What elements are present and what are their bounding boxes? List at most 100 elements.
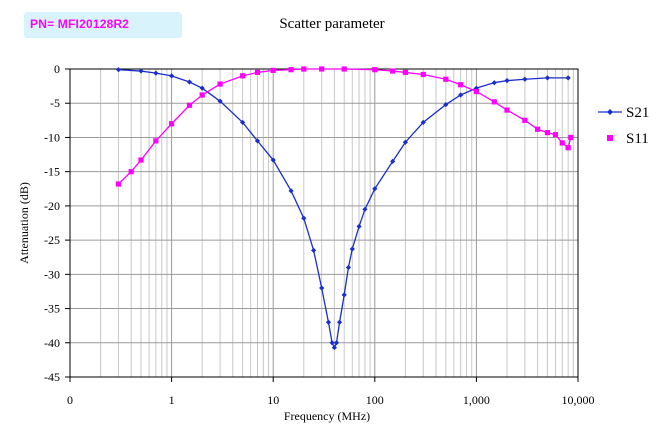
data-point-s21 (254, 138, 261, 144)
data-point-s21 (565, 75, 571, 81)
data-point-s11 (390, 68, 396, 74)
data-point-s21 (138, 68, 144, 74)
data-point-s21 (301, 215, 307, 221)
data-point-s21 (345, 264, 352, 271)
x-tick-label: 1 (169, 393, 175, 407)
data-point-s21 (372, 186, 378, 192)
series-layer (115, 66, 574, 351)
data-point-s11 (522, 117, 528, 123)
data-point-s21 (504, 78, 510, 84)
data-point-s11 (217, 81, 223, 87)
data-point-s21 (544, 75, 551, 81)
data-point-s11 (199, 92, 205, 98)
data-point-s21 (349, 246, 355, 252)
part-number-label: PN= MFI20128R2 (30, 17, 130, 31)
data-point-s21 (169, 73, 175, 79)
legend-marker (607, 109, 613, 115)
part-number-box (24, 12, 182, 38)
data-point-s11 (288, 67, 294, 73)
data-point-s11 (153, 138, 159, 144)
grid-layer (70, 69, 578, 377)
data-point-s21 (362, 206, 368, 212)
data-point-s21 (458, 92, 464, 98)
data-point-s11 (458, 82, 464, 88)
data-point-s11 (559, 140, 565, 146)
y-tick-label: -25 (44, 233, 60, 247)
data-point-s11 (186, 102, 193, 108)
data-point-s21 (329, 340, 335, 346)
data-point-s11 (565, 145, 571, 151)
data-point-s21 (491, 80, 497, 86)
series-s11 (115, 66, 574, 187)
series-s21 (115, 67, 571, 351)
data-point-s21 (288, 188, 294, 194)
legend-label: S11 (626, 131, 649, 147)
data-point-s11 (552, 132, 559, 138)
data-point-s11 (115, 181, 122, 187)
data-point-s11 (568, 134, 574, 141)
data-point-s11 (341, 66, 347, 72)
data-point-s11 (138, 157, 144, 163)
data-point-s21 (311, 247, 317, 253)
data-point-s11 (270, 67, 276, 73)
data-point-s11 (544, 130, 551, 136)
y-tick-label: -30 (44, 267, 60, 281)
y-tick-label: -45 (44, 370, 60, 384)
data-point-s21 (402, 139, 408, 145)
data-point-s11 (420, 71, 426, 78)
series-line-s21 (118, 69, 569, 350)
x-tick-label: 0 (67, 393, 73, 407)
legend-item-s21: S21 (598, 105, 649, 121)
legend-label: S21 (626, 105, 649, 121)
y-tick-label: -15 (44, 165, 60, 179)
y-axis-label: Attenuation (dB) (17, 182, 31, 264)
legend-marker (607, 135, 613, 141)
legend: S21 S11 (598, 105, 649, 147)
y-tick-label: -20 (44, 199, 60, 213)
x-axis-label: Frequency (MHz) (284, 409, 370, 423)
data-point-s11 (301, 66, 307, 72)
chart-title: Scatter parameter (279, 16, 384, 32)
data-point-s21 (443, 101, 449, 108)
axes-layer: 0 -5 -10 -15 -20 -25 -30 -35 -40 -45 0 1 10 100 1,000 1… (44, 62, 595, 407)
data-point-s21 (341, 292, 347, 298)
data-point-s21 (473, 85, 479, 91)
x-tick-label: 10,000 (562, 393, 595, 407)
data-point-s11 (402, 69, 408, 76)
data-point-s21 (217, 98, 223, 104)
y-tick-label: -40 (44, 336, 60, 350)
x-tick-label: 1,000 (463, 393, 490, 407)
data-point-s21 (390, 158, 396, 164)
data-point-s11 (240, 73, 246, 79)
data-point-s21 (186, 79, 193, 85)
data-point-s21 (420, 119, 426, 125)
data-point-s11 (372, 67, 378, 73)
data-point-s21 (115, 67, 122, 73)
data-point-s11 (169, 121, 175, 127)
legend-item-s11: S11 (607, 131, 649, 147)
data-point-s21 (331, 344, 337, 351)
data-point-s21 (319, 285, 325, 291)
data-point-s11 (443, 76, 449, 82)
data-point-s11 (473, 88, 479, 95)
y-tick-label: -5 (50, 96, 60, 110)
data-point-s21 (199, 85, 205, 91)
data-point-s21 (336, 319, 343, 325)
data-point-s21 (333, 340, 340, 346)
data-point-s21 (240, 119, 246, 125)
data-point-s21 (270, 157, 276, 163)
x-tick-label: 10 (267, 393, 279, 407)
y-tick-label: -10 (44, 130, 60, 144)
data-point-s11 (319, 66, 325, 72)
y-tick-label: -35 (44, 302, 60, 316)
data-point-s21 (356, 223, 362, 230)
x-tick-label: 100 (366, 393, 384, 407)
data-point-s21 (325, 319, 332, 325)
y-tick-label: 0 (54, 62, 60, 76)
data-point-s11 (491, 99, 497, 105)
data-point-s11 (254, 69, 261, 76)
data-point-s11 (534, 126, 541, 132)
data-point-s11 (504, 107, 510, 113)
